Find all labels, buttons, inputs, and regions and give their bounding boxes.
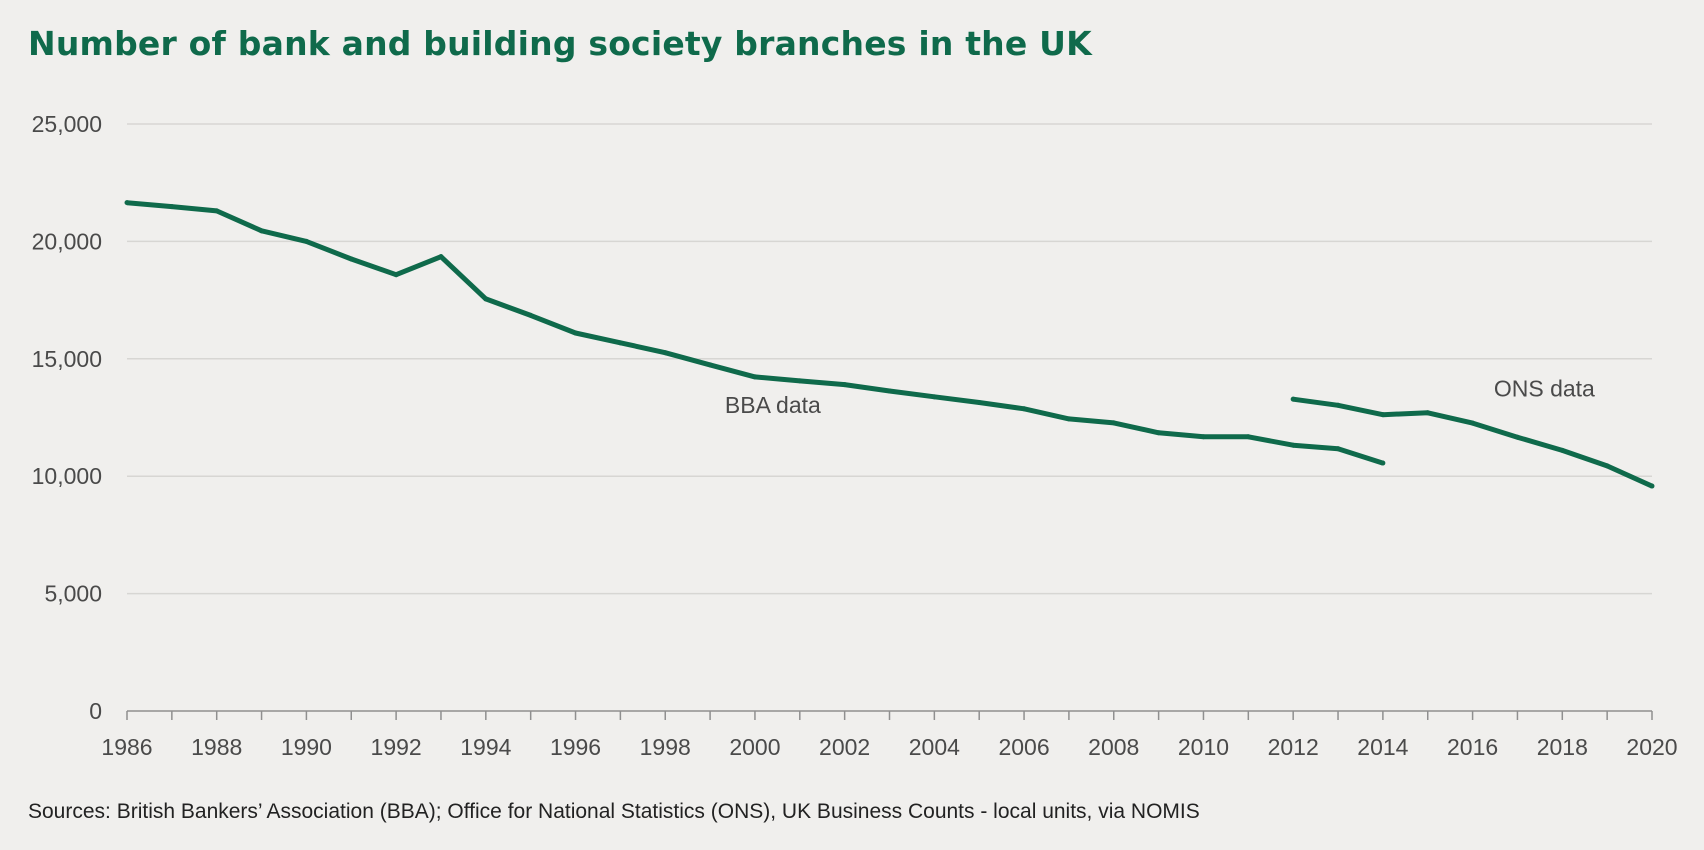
data-point	[1200, 434, 1206, 440]
data-point	[393, 272, 399, 278]
y-tick-label: 5,000	[44, 581, 102, 607]
annotation-label: ONS data	[1494, 375, 1595, 401]
data-point	[887, 388, 892, 394]
gridlines	[127, 123, 1652, 595]
data-point	[842, 382, 848, 388]
data-point	[1559, 447, 1565, 453]
x-tick-label: 1990	[281, 734, 332, 760]
y-tick-label: 10,000	[32, 463, 102, 489]
data-point	[931, 394, 937, 400]
y-tick-label: 0	[89, 698, 102, 724]
y-tick-label: 25,000	[32, 111, 102, 137]
data-point	[528, 312, 534, 318]
data-point	[1245, 434, 1251, 440]
x-tick-label: 2008	[1088, 734, 1139, 760]
data-point	[1604, 463, 1610, 469]
data-point	[348, 256, 354, 262]
x-tick-label: 1994	[460, 734, 511, 760]
annotations: BBA data ONS data	[725, 375, 1595, 417]
x-tick-label: 1992	[371, 734, 422, 760]
data-point	[662, 350, 668, 356]
series-lines	[124, 200, 1655, 489]
data-point	[483, 296, 489, 302]
y-axis-labels: 0 5,000 10,000 15,000 20,000 25,000	[32, 111, 102, 724]
x-tick-label: 1988	[191, 734, 242, 760]
y-tick-label: 20,000	[32, 228, 102, 254]
x-tick-label: 2006	[998, 734, 1049, 760]
data-point	[438, 254, 444, 260]
data-point	[1156, 430, 1162, 436]
x-tick-label: 2020	[1626, 734, 1677, 760]
x-tick-label: 1986	[101, 734, 152, 760]
x-tick-label: 2010	[1178, 734, 1229, 760]
data-point	[1066, 416, 1072, 422]
data-point	[573, 330, 579, 336]
x-tick-label: 2012	[1268, 734, 1319, 760]
data-point	[752, 374, 758, 380]
y-tick-label: 15,000	[32, 346, 102, 372]
series-line-2	[1292, 396, 1654, 489]
data-point	[124, 200, 130, 206]
data-point	[1111, 420, 1117, 426]
data-point	[707, 362, 713, 368]
chart-source: Sources: British Bankers’ Association (B…	[28, 800, 1200, 823]
x-tick-label: 2016	[1447, 734, 1498, 760]
x-tick-label: 2014	[1357, 734, 1408, 760]
data-point	[1290, 396, 1296, 402]
data-point	[1470, 420, 1476, 426]
x-tick-label: 2004	[909, 734, 960, 760]
x-tick-label: 1996	[550, 734, 601, 760]
chart-title: Number of bank and building society bran…	[28, 24, 1092, 63]
data-point	[976, 399, 982, 405]
data-point	[1335, 446, 1341, 452]
data-point	[259, 228, 265, 234]
data-point	[1649, 483, 1655, 489]
data-point	[1514, 434, 1520, 440]
data-point	[1335, 402, 1341, 408]
x-tick-label: 2018	[1537, 734, 1588, 760]
data-point	[214, 208, 220, 214]
x-tick-label: 1998	[640, 734, 691, 760]
data-point	[169, 204, 175, 210]
data-point	[1425, 410, 1431, 416]
annotation-label: BBA data	[725, 392, 821, 418]
data-point	[1380, 460, 1386, 466]
data-point	[303, 238, 309, 244]
x-tick-label: 2000	[729, 734, 780, 760]
data-point	[1021, 406, 1027, 412]
x-axis: 1986 1988 1990 1992 1994 1996 1998 2000 2002 2004…	[101, 710, 1678, 760]
data-point	[797, 378, 803, 384]
data-point	[1290, 442, 1296, 448]
x-tick-label: 2002	[819, 734, 870, 760]
data-point	[1380, 412, 1386, 418]
data-point	[617, 340, 623, 346]
